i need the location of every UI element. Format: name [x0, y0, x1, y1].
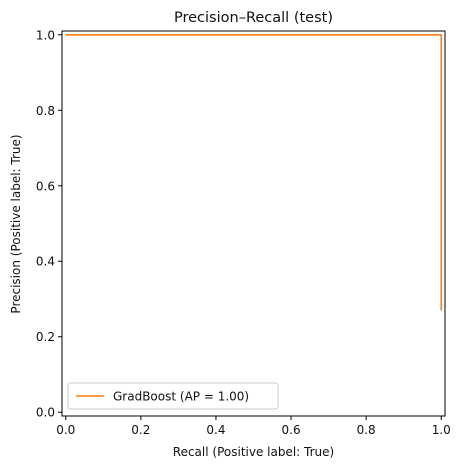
- y-tick-label: 0.4: [36, 255, 55, 269]
- series-line: [65, 33, 443, 311]
- legend: GradBoost (AP = 1.00): [67, 382, 279, 410]
- y-tick-label: 0.6: [36, 179, 55, 193]
- y-tick-label: 0.0: [36, 406, 55, 420]
- x-tick-label: 0.0: [56, 423, 75, 437]
- chart-title: Precision–Recall (test): [174, 10, 333, 26]
- x-tick-label: 1.0: [432, 423, 451, 437]
- y-tick-label: 0.2: [36, 330, 55, 344]
- x-tick-label: 0.8: [357, 423, 376, 437]
- x-tick-label: 0.2: [131, 423, 150, 437]
- y-axis-label: Precision (Positive label: True): [9, 134, 23, 313]
- legend-box: [67, 382, 279, 410]
- x-axis-label: Recall (Positive label: True): [173, 445, 334, 459]
- y-tick-label: 1.0: [36, 28, 55, 42]
- x-axis-ticks: 0.0 0.2 0.4 0.6 0.8 1.0: [56, 416, 451, 437]
- axes-frame: [61, 30, 446, 417]
- x-tick-label: 0.4: [206, 423, 225, 437]
- y-axis-ticks: 0.0 0.2 0.4 0.6 0.8 1.0: [36, 28, 62, 420]
- y-tick-label: 0.8: [36, 104, 55, 118]
- legend-label: GradBoost (AP = 1.00): [113, 390, 249, 404]
- plot-area: [65, 33, 443, 311]
- x-tick-label: 0.6: [282, 423, 301, 437]
